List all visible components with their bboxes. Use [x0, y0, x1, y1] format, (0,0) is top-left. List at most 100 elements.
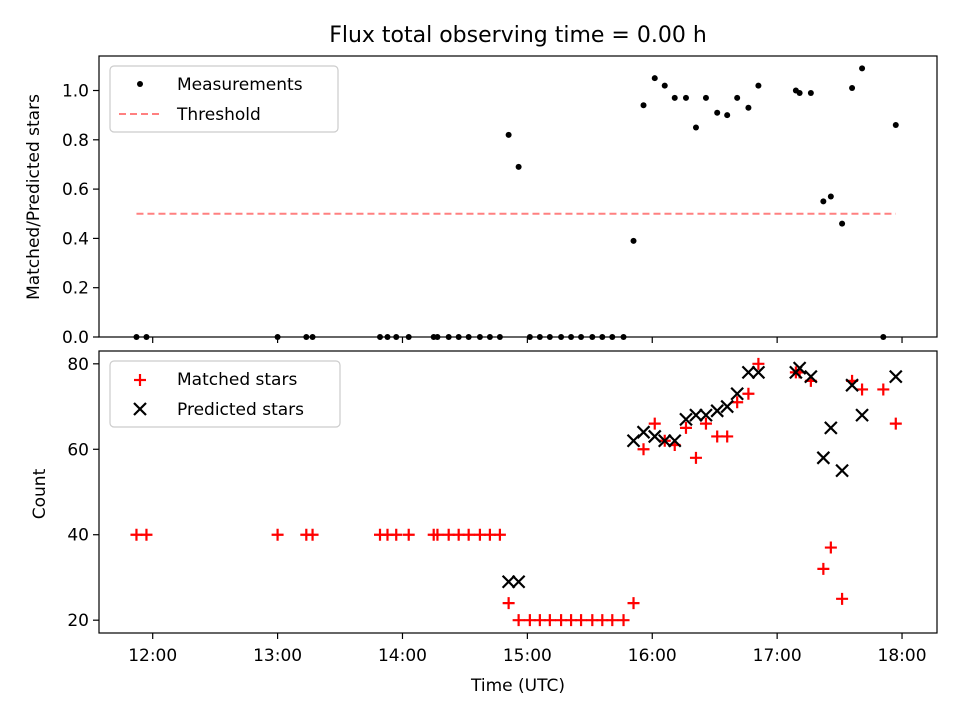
legend-matched-label: Matched stars — [177, 370, 297, 390]
matched-star-point — [817, 562, 830, 575]
matched-star-point — [742, 387, 755, 400]
matched-star-point — [689, 451, 702, 464]
bottom-y-tick-label: 80 — [67, 355, 89, 375]
matched-star-point — [306, 528, 319, 541]
matched-star-point — [575, 614, 588, 627]
measurement-point — [734, 94, 741, 101]
matched-star-point — [721, 430, 734, 443]
measurement-point — [849, 85, 856, 92]
bottom-x-tick-label: 14:00 — [378, 646, 427, 666]
matched-star-point — [140, 528, 153, 541]
predicted-star-point — [710, 404, 724, 418]
bottom-legend: Matched stars Predicted stars — [109, 360, 341, 428]
bottom-x-tick-label: 13:00 — [253, 646, 302, 666]
legend-matched-marker — [134, 374, 146, 386]
bottom-y-axis-label: Count — [30, 468, 50, 519]
top-plot-frame — [98, 55, 938, 338]
predicted-star-point — [730, 386, 744, 401]
matched-star-point — [627, 597, 640, 610]
predicted-star-point — [824, 421, 838, 435]
legend-measurements-label: Measurements — [177, 75, 303, 95]
matched-star-point — [606, 614, 619, 627]
bottom-plot-frame — [98, 350, 938, 634]
bottom-x-axis-label: Time (UTC) — [470, 676, 565, 696]
measurement-point — [714, 109, 721, 116]
bottom-y-tick-label: 20 — [67, 611, 89, 631]
predicted-star-point — [699, 408, 713, 422]
legend-predicted-marker — [133, 402, 147, 416]
predicted-star-point — [667, 433, 682, 448]
predicted-star-point — [835, 463, 849, 478]
matched-star-point — [493, 528, 506, 541]
predicted-star-point — [804, 369, 818, 384]
matched-star-point — [856, 383, 869, 396]
matched-star-point — [889, 417, 902, 430]
matched-star-point — [877, 383, 890, 396]
measurement-point — [671, 94, 678, 101]
bottom-x-tick-label: 16:00 — [628, 646, 677, 666]
matched-star-point — [731, 396, 744, 409]
matched-star-point — [402, 528, 415, 541]
measurement-point — [827, 193, 834, 200]
predicted-star-point — [689, 408, 703, 422]
measurement-point — [640, 102, 647, 109]
predicted-star-point — [855, 408, 869, 422]
matched-star-point — [512, 614, 525, 627]
matched-star-point — [617, 614, 630, 627]
legend-measurements-marker — [137, 81, 143, 87]
predicted-star-point — [792, 361, 807, 375]
measurement-point — [651, 75, 658, 82]
measurement-point — [839, 220, 846, 227]
measurement-point — [724, 112, 731, 119]
top-y-tick-label: 0.0 — [62, 328, 89, 348]
matched-star-point — [431, 528, 444, 541]
bottom-marks — [130, 357, 903, 627]
measurement-point — [630, 237, 637, 244]
bottom-x-tick-label: 18:00 — [878, 646, 927, 666]
top-y-tick-label: 0.2 — [62, 279, 89, 299]
measurement-point — [702, 94, 709, 101]
predicted-star-point — [636, 425, 651, 439]
matched-star-point — [543, 614, 556, 627]
measurement-point — [661, 82, 668, 89]
bottom-panel: Count Time (UTC) 20 40 60 80 12:00 13:00 14:00… — [30, 350, 938, 696]
matched-star-point — [752, 357, 765, 370]
predicted-star-point — [657, 433, 672, 448]
measurement-point — [807, 89, 814, 96]
measurement-point — [515, 163, 522, 170]
matched-star-point — [502, 597, 515, 610]
measurement-point — [820, 198, 827, 205]
measurement-point — [682, 94, 689, 101]
measurement-point — [796, 89, 803, 96]
bottom-y-tick-label: 60 — [67, 440, 89, 460]
bottom-y-tick-label: 40 — [67, 526, 89, 546]
top-y-tick-label: 0.4 — [62, 229, 89, 249]
top-marks — [133, 65, 899, 340]
top-y-tick-label: 0.6 — [62, 180, 89, 200]
top-legend: Measurements Threshold — [109, 65, 339, 133]
bottom-x-tick-label: 12:00 — [128, 646, 177, 666]
matched-star-point — [462, 528, 475, 541]
measurement-point — [755, 82, 762, 89]
top-chart-title: Flux total observing time = 0.00 h — [329, 23, 707, 48]
predicted-star-point — [816, 451, 831, 465]
predicted-star-point — [741, 365, 756, 380]
measurement-point — [505, 131, 512, 138]
top-y-tick-label: 0.8 — [62, 131, 89, 151]
bottom-legend-box — [109, 360, 341, 428]
measurement-point — [745, 104, 752, 111]
predicted-star-point — [679, 412, 693, 427]
predicted-star-point — [501, 574, 516, 589]
legend-predicted-label: Predicted stars — [177, 400, 304, 420]
predicted-star-point — [751, 365, 766, 380]
measurement-point — [692, 124, 699, 131]
top-y-axis-label: Matched/Predicted stars — [24, 94, 44, 300]
legend-threshold-label: Threshold — [176, 105, 261, 125]
matched-star-point — [637, 443, 650, 456]
matched-star-point — [836, 592, 849, 605]
bottom-x-tick-label: 17:00 — [753, 646, 802, 666]
matched-star-point — [648, 417, 661, 430]
predicted-star-point — [889, 369, 903, 384]
predicted-star-point — [720, 399, 734, 414]
matched-star-point — [699, 417, 712, 430]
